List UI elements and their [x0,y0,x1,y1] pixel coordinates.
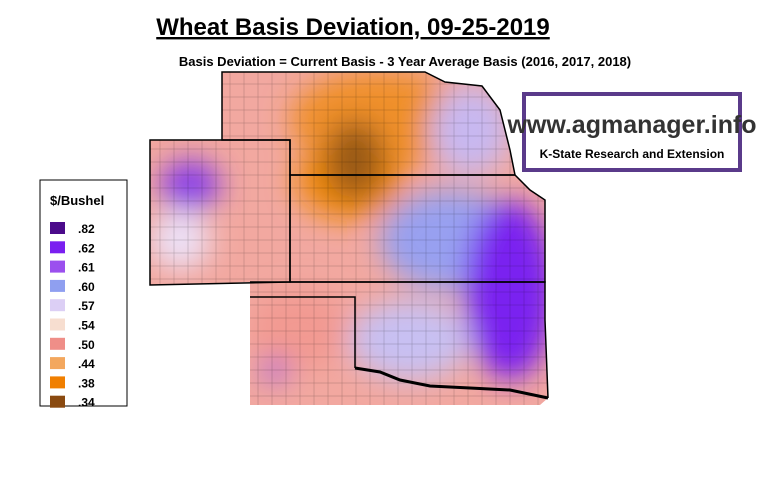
legend-label: .38 [78,376,95,390]
legend-title: $/Bushel [50,193,104,208]
legend-label: .57 [78,299,95,313]
legend-swatch [50,395,65,408]
legend-swatch [50,260,65,273]
legend-label: .60 [78,280,95,294]
legend-swatch [50,376,65,389]
logo-url: www.agmanager.info [506,111,756,139]
subtitle: Basis Deviation = Current Basis - 3 Year… [179,54,631,69]
legend-label: .82 [78,222,95,236]
legend-label: .34 [78,396,95,410]
legend-swatch [50,337,65,350]
legend-label: .54 [78,319,95,333]
legend-swatch [50,241,65,254]
title: Wheat Basis Deviation, 09-25-2019 [156,14,550,41]
state-borders [149,71,549,400]
legend-swatch [50,318,65,331]
logo-box [522,92,742,172]
legend-label: .50 [78,338,95,352]
legend-swatch [50,222,65,234]
legend-label: .62 [78,241,95,255]
legend-swatch [50,299,65,312]
legend-label: .44 [78,357,95,371]
logo-org: K-State Research and Extension [540,147,725,161]
legend: .82 .62 .61 .60 .57 .54 .50 .44 .38 .34 [50,222,95,410]
legend-label: .61 [78,261,95,275]
legend-swatch [50,279,65,292]
map-surface [150,72,548,405]
legend-swatch [50,357,65,370]
